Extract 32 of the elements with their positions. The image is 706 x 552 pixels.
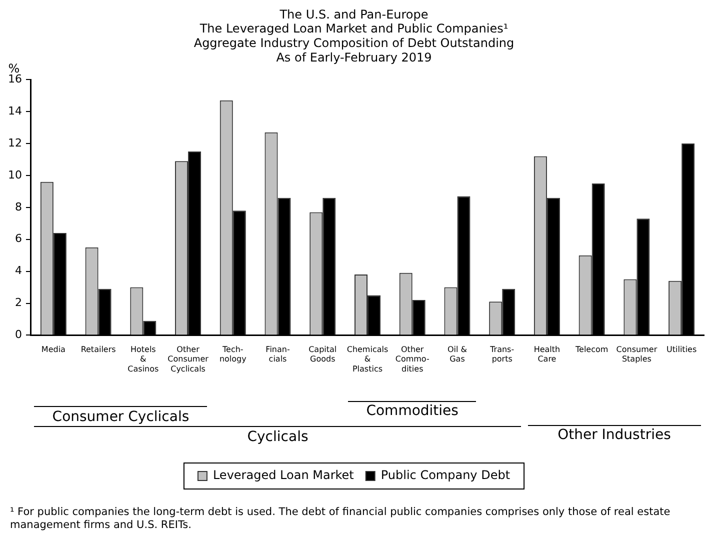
x-tick-label: Finan- cials: [266, 345, 290, 364]
x-tick-label: Chemicals & Plastics: [346, 345, 388, 374]
y-tick-label: 8: [14, 200, 22, 214]
x-tick-label: Oil & Gas: [447, 345, 467, 364]
x-tick-label: Other Commo- dities: [395, 345, 430, 374]
x-tick-label: Telecom: [574, 345, 608, 354]
x-tick-label: Media: [41, 345, 66, 354]
y-tick-label: 4: [14, 264, 22, 278]
x-tick-label: Trans- ports: [489, 345, 514, 364]
x-tick-label: Retailers: [80, 345, 116, 354]
y-tick-label: 12: [8, 136, 22, 150]
text: Consumer Cyclicals: [51, 409, 190, 425]
y-tick-label: 2: [14, 296, 22, 310]
y-tick-label: 16: [8, 72, 22, 86]
x-tick-label: Other Consumer Cyclicals: [168, 345, 210, 374]
legend-label: Leveraged Loan Market: [212, 468, 354, 482]
text: ¹ For public companies the long-term debt is used. The debt of financial public companies comprises only those of real estate management firms and U.S. REITs.: [10, 506, 672, 532]
text: Other Industries: [556, 427, 672, 443]
x-tick-label: Tech- nology: [219, 345, 247, 364]
y-tick-label: 10: [8, 168, 22, 182]
text: Commodities: [365, 403, 460, 419]
legend-label: Public Company Debt: [380, 468, 510, 482]
chart-title: The U.S. and Pan-Europe The Leveraged Loan Market and Public Companies¹ Aggregate Industry Composition of Debt Outstanding As of Early-February 2019: [194, 7, 514, 65]
x-tick-label: Health Care: [534, 345, 560, 364]
text: Cyclicals: [246, 429, 310, 445]
y-tick-label: 14: [8, 104, 22, 118]
x-tick-label: Capital Goods: [308, 345, 337, 364]
x-tick-label: Hotels & Casinos: [128, 345, 159, 374]
y-tick-label: 6: [14, 232, 22, 246]
x-tick-label: Consumer Staples: [616, 345, 658, 364]
x-tick-label: Utilities: [666, 345, 697, 354]
y-tick-label: 0: [14, 328, 22, 342]
